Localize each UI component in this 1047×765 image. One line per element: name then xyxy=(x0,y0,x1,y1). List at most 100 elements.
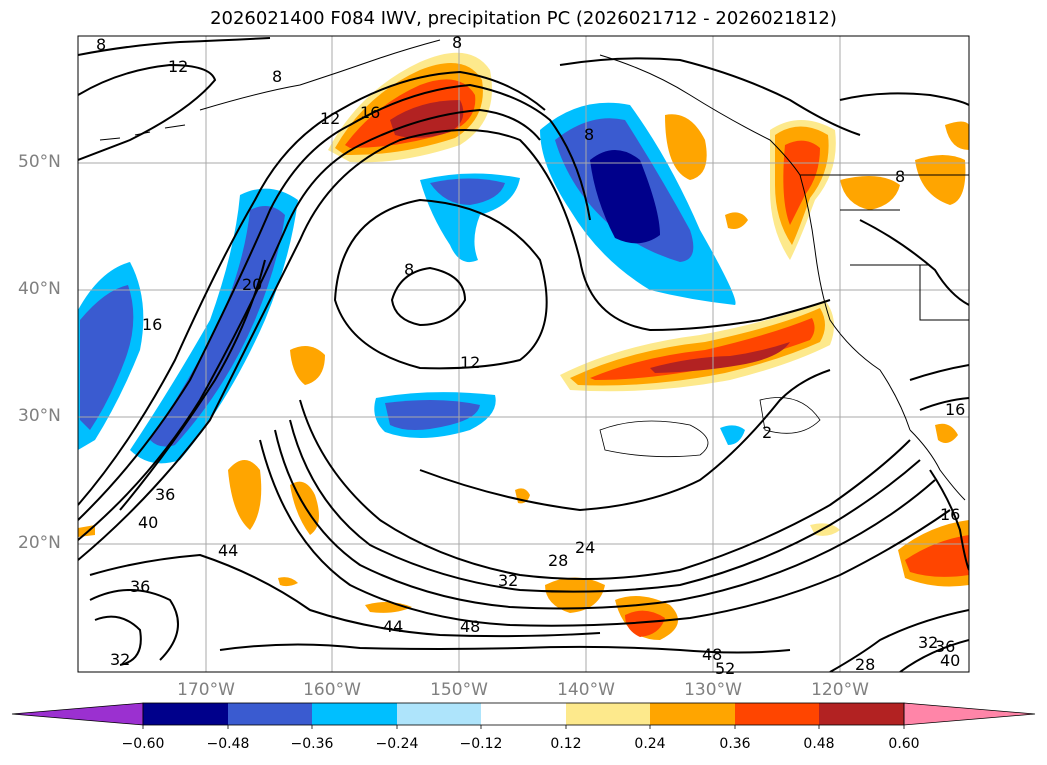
contour-label: 2 xyxy=(762,423,772,442)
contour-label: 36 xyxy=(130,577,150,596)
contour-44 xyxy=(89,553,601,638)
contour-label: 8 xyxy=(584,125,594,144)
contour-16 xyxy=(78,129,831,561)
longitude-label: 170°W xyxy=(177,680,235,700)
contour-24 xyxy=(78,70,546,506)
precip-positive-east-red xyxy=(590,318,815,380)
contour-8-loop xyxy=(390,266,467,327)
colorbar-extend-high xyxy=(903,702,1036,726)
colorbar-tick-label: −0.60 xyxy=(121,736,165,752)
colorbar-tick-label: 0.60 xyxy=(888,736,920,752)
colorbar-bin xyxy=(819,703,904,725)
colorbar-bin xyxy=(312,703,397,725)
contour-label: 36 xyxy=(935,637,955,656)
colorbar-tick-label: −0.36 xyxy=(290,736,334,752)
contour-label: 16 xyxy=(142,315,162,334)
border-states xyxy=(840,209,969,321)
precip-negative-south-core xyxy=(385,399,480,430)
longitude-label: 160°W xyxy=(303,680,361,700)
contour-ne-1 xyxy=(559,57,861,136)
colorbar-tick-label: −0.24 xyxy=(375,736,419,752)
contour-label: 8 xyxy=(452,33,462,52)
contour-label: 40 xyxy=(138,513,158,532)
precip-positive-s1 xyxy=(545,577,605,613)
coastlines xyxy=(99,39,969,501)
contour-32-sw xyxy=(94,615,142,666)
contour-28 xyxy=(119,259,266,511)
contour-48 xyxy=(219,643,791,654)
contour-label: 8 xyxy=(895,167,905,186)
precip-positive-small6 xyxy=(935,423,958,444)
precip-positive-inland xyxy=(840,176,900,210)
contour-20 xyxy=(78,108,541,541)
coastline-us-west xyxy=(799,174,911,431)
contour-label: 32 xyxy=(110,650,130,669)
colorbar-tick-label: 0.48 xyxy=(803,736,835,752)
contour-12-loop xyxy=(333,198,548,370)
contour-32-se xyxy=(899,639,969,672)
contour-24-east xyxy=(419,369,831,512)
graticule xyxy=(78,36,969,672)
contour-8-nw xyxy=(78,37,271,56)
contour-label: 16 xyxy=(945,400,965,419)
map-title: 2026021400 F084 IWV, precipitation PC (2… xyxy=(210,8,837,29)
contour-mid-2 xyxy=(289,419,921,593)
iwv-contours xyxy=(78,37,969,672)
contour-label: 48 xyxy=(460,617,480,636)
contour-se-2 xyxy=(919,397,969,411)
latitude-label: 20°N xyxy=(18,533,61,553)
precip-negative-small xyxy=(720,425,745,445)
contour-se-1 xyxy=(909,364,969,381)
contour-mid-3 xyxy=(274,429,936,610)
precip-positive-inland3 xyxy=(945,121,969,150)
contour-20-b xyxy=(78,83,591,521)
precip-negative-mid-core xyxy=(430,178,505,205)
precip-positive-sw3 xyxy=(290,346,325,385)
contour-label: 40 xyxy=(940,651,960,670)
contour-ne-2 xyxy=(839,92,969,106)
colorbar xyxy=(11,702,1036,729)
coastline-mexico xyxy=(909,429,966,501)
colorbar-extend-low xyxy=(11,702,144,726)
contour-mid-1 xyxy=(299,399,911,580)
contour-label: 8 xyxy=(404,260,414,279)
latitude-label: 50°N xyxy=(18,152,61,172)
contour-label: 8 xyxy=(272,67,282,86)
contour-label: 48 xyxy=(702,645,722,664)
colorbar-bin xyxy=(228,703,312,725)
latitude-label: 40°N xyxy=(18,279,61,299)
contour-label: 16 xyxy=(940,505,960,524)
contour-label: 52 xyxy=(715,659,735,678)
precip-positive-sw1 xyxy=(228,460,262,530)
contour-east-inland xyxy=(859,219,969,306)
longitude-label: 140°W xyxy=(557,680,615,700)
contour-label: 12 xyxy=(168,57,188,76)
coastline-canada xyxy=(599,54,801,176)
contour-se-3 xyxy=(929,469,969,571)
contour-28-se xyxy=(829,609,969,672)
colorbar-bin xyxy=(397,703,481,725)
colorbar-bin xyxy=(481,703,566,725)
contour-label: 16 xyxy=(360,103,380,122)
map-frame xyxy=(77,35,970,673)
precip-positive-east-core xyxy=(650,342,790,373)
precip-negative-ne-core xyxy=(590,150,660,244)
precip-positive-small4 xyxy=(725,212,748,229)
contour-label: 12 xyxy=(460,353,480,372)
contour-label: 36 xyxy=(155,485,175,504)
colorbar-tick-label: 0.24 xyxy=(634,736,666,752)
colorbar-bin xyxy=(566,703,650,725)
thin-contours xyxy=(599,397,821,458)
precip-positive-small3 xyxy=(278,577,298,587)
longitude-label: 130°W xyxy=(684,680,742,700)
precip-positive-inland2 xyxy=(915,155,966,205)
contour-36-sw xyxy=(89,589,179,661)
colorbar-tick-label: −0.48 xyxy=(206,736,250,752)
contour-label: 32 xyxy=(498,571,518,590)
contour-label: 20 xyxy=(242,275,262,294)
precip-negative-west-core xyxy=(80,285,134,430)
contour-label: 12 xyxy=(320,109,340,128)
precip-positive-ne2 xyxy=(665,114,707,180)
colorbar-tick-label: 0.12 xyxy=(550,736,582,752)
